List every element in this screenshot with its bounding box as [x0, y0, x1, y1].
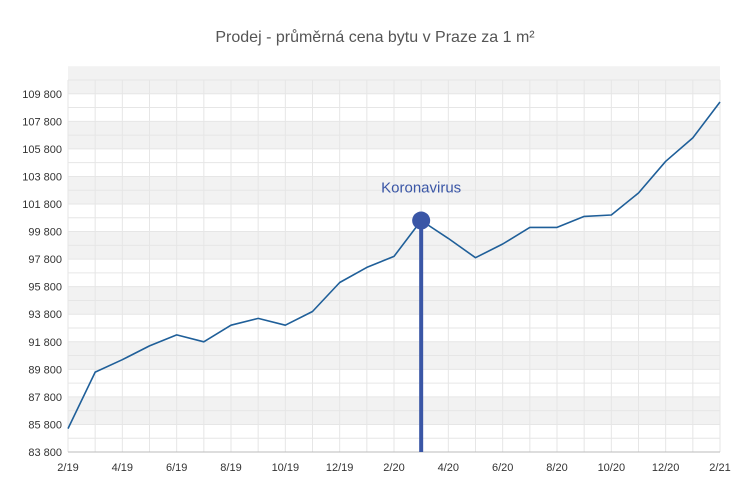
x-tick-label: 4/20 — [438, 462, 459, 474]
y-axis-ticks: 83 800 85 800 87 800 89 800 91 800 93 800 95 8… — [22, 89, 62, 459]
annotation-group: Koronavirus — [381, 180, 461, 452]
series-line — [67, 101, 721, 429]
y-tick-label: 101 800 — [22, 199, 62, 211]
y-tick-label: 103 800 — [22, 171, 62, 183]
y-tick-label: 95 800 — [28, 282, 62, 294]
y-tick-label: 93 800 — [28, 309, 62, 321]
x-axis-ticks: 2/19 4/19 6/19 8/19 10/19 12/19 2/20 4/20 6/20 8/… — [57, 462, 730, 474]
y-tick-label: 87 800 — [28, 392, 62, 404]
annotation-label: Koronavirus — [381, 180, 461, 197]
y-tick-label: 89 800 — [28, 364, 62, 376]
chart-title: Prodej - průměrná cena bytu v Praze za 1… — [215, 28, 535, 46]
annotation-marker-dot — [412, 211, 431, 230]
series-group — [67, 101, 721, 429]
x-tick-label: 12/20 — [652, 462, 680, 474]
x-tick-label: 8/20 — [546, 462, 567, 474]
x-tick-label: 2/21 — [709, 462, 730, 474]
y-tick-label: 107 800 — [22, 116, 62, 128]
y-tick-label: 105 800 — [22, 144, 62, 156]
y-tick-label: 91 800 — [28, 337, 62, 349]
x-tick-label: 6/20 — [492, 462, 513, 474]
y-tick-label: 99 800 — [28, 227, 62, 239]
x-tick-label: 10/20 — [598, 462, 626, 474]
x-tick-label: 6/19 — [166, 462, 187, 474]
grid-lines — [67, 79, 721, 453]
y-tick-label: 85 800 — [28, 419, 62, 431]
y-tick-label: 83 800 — [28, 447, 62, 459]
x-tick-label: 10/19 — [272, 462, 300, 474]
x-tick-label: 12/19 — [326, 462, 354, 474]
x-tick-label: 2/19 — [57, 462, 78, 474]
x-tick-label: 2/20 — [383, 462, 404, 474]
x-tick-label: 4/19 — [112, 462, 133, 474]
y-tick-label: 97 800 — [28, 254, 62, 266]
x-tick-label: 8/19 — [220, 462, 241, 474]
y-tick-label: 109 800 — [22, 89, 62, 101]
